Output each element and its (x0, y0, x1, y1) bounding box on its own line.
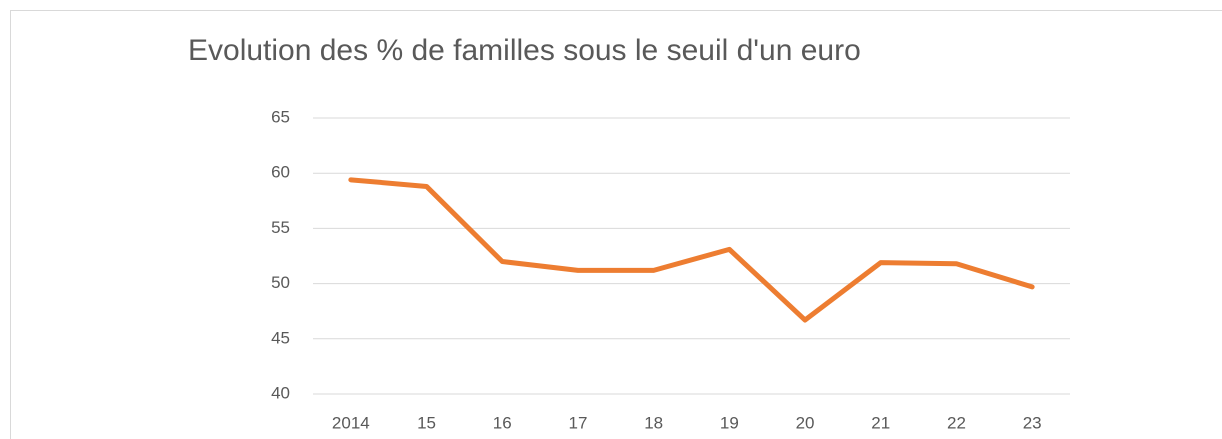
y-tick-label: 45 (271, 328, 290, 347)
x-tick-label: 20 (796, 413, 815, 432)
y-tick-label: 50 (271, 273, 290, 292)
x-tick-label: 2014 (332, 413, 370, 432)
y-tick-label: 60 (271, 163, 290, 182)
y-tick-label: 65 (271, 107, 290, 126)
x-tick-label: 22 (947, 413, 966, 432)
y-tick-label: 40 (271, 383, 290, 402)
x-tick-label: 15 (417, 413, 436, 432)
x-tick-label: 16 (493, 413, 512, 432)
x-tick-label: 23 (1023, 413, 1042, 432)
line-series (348, 177, 1035, 323)
x-tick-label: 19 (720, 413, 739, 432)
x-tick-label: 17 (568, 413, 587, 432)
x-tick-label: 21 (871, 413, 890, 432)
chart-title: Evolution des % de familles sous le seui… (188, 34, 861, 67)
y-tick-label: 55 (271, 218, 290, 237)
chart-border (10, 10, 1222, 439)
x-tick-label: 18 (644, 413, 663, 432)
